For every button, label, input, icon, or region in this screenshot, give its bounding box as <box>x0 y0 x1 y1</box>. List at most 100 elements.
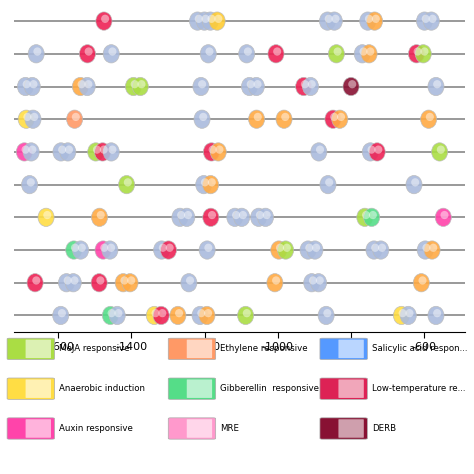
Ellipse shape <box>73 241 89 259</box>
FancyBboxPatch shape <box>26 419 51 438</box>
FancyBboxPatch shape <box>7 378 55 399</box>
Ellipse shape <box>373 241 389 259</box>
Ellipse shape <box>64 276 72 284</box>
Ellipse shape <box>107 244 115 252</box>
Ellipse shape <box>122 273 138 292</box>
Ellipse shape <box>348 80 356 88</box>
Ellipse shape <box>197 309 205 317</box>
Ellipse shape <box>214 15 222 23</box>
Ellipse shape <box>137 80 146 88</box>
Ellipse shape <box>193 77 209 96</box>
Ellipse shape <box>305 244 313 252</box>
Ellipse shape <box>281 113 289 121</box>
Ellipse shape <box>21 146 29 154</box>
Ellipse shape <box>199 113 207 121</box>
Ellipse shape <box>244 47 252 55</box>
Ellipse shape <box>374 146 383 154</box>
Ellipse shape <box>199 306 215 325</box>
Ellipse shape <box>101 15 109 23</box>
Ellipse shape <box>372 15 380 23</box>
Ellipse shape <box>205 47 213 55</box>
Ellipse shape <box>331 15 339 23</box>
Ellipse shape <box>43 211 51 219</box>
Ellipse shape <box>71 276 79 284</box>
Ellipse shape <box>126 77 142 96</box>
Ellipse shape <box>103 143 119 161</box>
Ellipse shape <box>400 306 416 325</box>
Text: Salicylic acid respon...: Salicylic acid respon... <box>372 345 467 353</box>
Ellipse shape <box>152 309 160 317</box>
FancyBboxPatch shape <box>320 418 367 439</box>
Ellipse shape <box>316 146 324 154</box>
Ellipse shape <box>190 12 206 30</box>
Ellipse shape <box>91 208 108 227</box>
FancyBboxPatch shape <box>320 378 367 399</box>
Ellipse shape <box>177 211 185 219</box>
Ellipse shape <box>422 15 430 23</box>
Ellipse shape <box>254 80 262 88</box>
Ellipse shape <box>108 309 116 317</box>
Ellipse shape <box>109 47 117 55</box>
Ellipse shape <box>232 211 240 219</box>
Ellipse shape <box>271 241 287 259</box>
Ellipse shape <box>415 45 431 63</box>
Text: Anaerobic induction: Anaerobic induction <box>59 384 145 393</box>
Ellipse shape <box>360 12 376 30</box>
Ellipse shape <box>192 306 208 325</box>
FancyBboxPatch shape <box>168 338 216 359</box>
Ellipse shape <box>276 244 284 252</box>
Ellipse shape <box>268 45 284 63</box>
Ellipse shape <box>203 208 219 227</box>
Ellipse shape <box>437 146 445 154</box>
Ellipse shape <box>88 143 104 161</box>
Ellipse shape <box>433 309 441 317</box>
Ellipse shape <box>248 77 264 96</box>
Ellipse shape <box>58 273 74 292</box>
Ellipse shape <box>23 80 31 88</box>
Ellipse shape <box>66 110 82 128</box>
Ellipse shape <box>272 276 280 284</box>
Ellipse shape <box>131 80 139 88</box>
Ellipse shape <box>53 306 69 325</box>
Ellipse shape <box>362 143 378 161</box>
Ellipse shape <box>367 146 375 154</box>
Ellipse shape <box>146 306 163 325</box>
Ellipse shape <box>307 241 323 259</box>
Ellipse shape <box>435 208 451 227</box>
Ellipse shape <box>378 244 386 252</box>
Ellipse shape <box>426 113 434 121</box>
Ellipse shape <box>431 143 447 161</box>
Ellipse shape <box>419 276 427 284</box>
Ellipse shape <box>309 276 317 284</box>
Ellipse shape <box>243 309 251 317</box>
Ellipse shape <box>325 110 341 128</box>
Ellipse shape <box>393 306 410 325</box>
Ellipse shape <box>361 45 377 63</box>
Ellipse shape <box>429 244 438 252</box>
Ellipse shape <box>73 77 89 96</box>
Text: Gibberellin  responsive: Gibberellin responsive <box>220 384 319 393</box>
Ellipse shape <box>181 273 197 292</box>
Ellipse shape <box>320 175 336 194</box>
Ellipse shape <box>263 211 271 219</box>
Text: Auxin responsive: Auxin responsive <box>59 424 133 433</box>
Ellipse shape <box>23 113 31 121</box>
Ellipse shape <box>301 80 309 88</box>
FancyBboxPatch shape <box>187 419 212 438</box>
Ellipse shape <box>170 306 186 325</box>
Ellipse shape <box>204 244 212 252</box>
FancyBboxPatch shape <box>7 338 55 359</box>
Text: Ethylene responsive: Ethylene responsive <box>220 345 308 353</box>
Text: MeJA responsive: MeJA responsive <box>59 345 130 353</box>
Ellipse shape <box>319 12 336 30</box>
Ellipse shape <box>413 273 429 292</box>
Ellipse shape <box>267 273 283 292</box>
Ellipse shape <box>311 143 327 161</box>
Ellipse shape <box>210 143 226 161</box>
Ellipse shape <box>78 244 86 252</box>
Ellipse shape <box>186 276 194 284</box>
Ellipse shape <box>428 77 444 96</box>
Ellipse shape <box>28 146 36 154</box>
Text: MRE: MRE <box>220 424 239 433</box>
Ellipse shape <box>238 45 255 63</box>
